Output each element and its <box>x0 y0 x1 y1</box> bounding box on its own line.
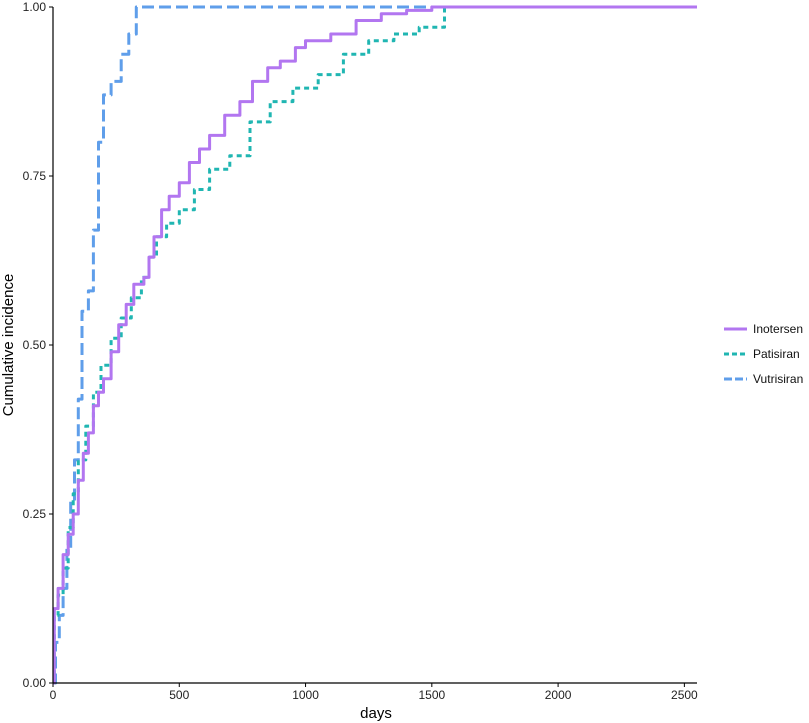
y-axis-ticks: 0.00 0.25 0.50 0.75 1.00 <box>23 0 53 690</box>
series-line-patisiran <box>52 5 697 685</box>
x-axis-title: days <box>360 705 392 722</box>
series-line-inotersen <box>52 5 697 685</box>
x-tick-label: 2500 <box>671 688 698 702</box>
legend: Inotersen Patisiran Vutrisiran <box>724 322 803 386</box>
y-tick-label: 0.50 <box>23 338 47 352</box>
x-tick-label: 500 <box>169 688 189 702</box>
y-tick-label: 0.00 <box>23 676 47 690</box>
x-tick-label: 0 <box>50 688 57 702</box>
y-tick-label: 0.25 <box>23 507 47 521</box>
legend-label-patisiran: Patisiran <box>753 347 800 361</box>
y-axis-title: Cumulative incidence <box>0 274 17 417</box>
legend-label-vutrisiran: Vutrisiran <box>753 372 803 386</box>
y-tick-label: 1.00 <box>23 0 47 14</box>
legend-label-inotersen: Inotersen <box>753 322 803 336</box>
x-tick-label: 2000 <box>545 688 572 702</box>
y-tick-label: 0.75 <box>23 169 47 183</box>
x-axis-ticks: 0 500 1000 1500 2000 2500 <box>50 683 698 702</box>
x-tick-label: 1500 <box>418 688 445 702</box>
series-layer <box>52 5 697 685</box>
series-line-vutrisiran <box>53 5 697 685</box>
x-tick-label: 1000 <box>292 688 319 702</box>
